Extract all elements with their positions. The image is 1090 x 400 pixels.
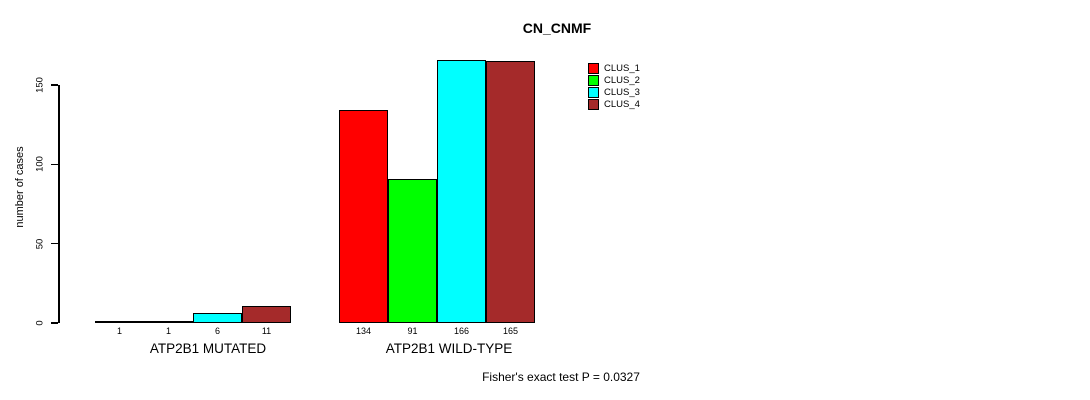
legend-label: CLUS_4 bbox=[604, 98, 640, 110]
y-axis-tick-label: 50 bbox=[34, 238, 46, 249]
y-axis-tick bbox=[51, 84, 58, 86]
y-axis-tick bbox=[51, 163, 58, 166]
bar-CLUS_1 bbox=[339, 110, 388, 323]
y-axis-tick-label: 150 bbox=[34, 77, 46, 93]
bar-CLUS_3 bbox=[437, 59, 486, 323]
bar-CLUS_1 bbox=[95, 321, 144, 324]
legend-label: CLUS_1 bbox=[604, 62, 640, 74]
legend-label: CLUS_2 bbox=[604, 74, 640, 86]
legend-item-CLUS_1: CLUS_1 bbox=[588, 62, 640, 74]
y-axis-tick-label: 0 bbox=[34, 320, 46, 326]
bar-value-label: 1 bbox=[116, 326, 123, 336]
bar-CLUS_2 bbox=[144, 321, 193, 324]
bar-CLUS_2 bbox=[388, 178, 437, 323]
legend-swatch-icon bbox=[588, 74, 599, 86]
legend-label: CLUS_3 bbox=[604, 86, 640, 98]
legend-swatch-icon bbox=[588, 98, 599, 110]
bar-value-label: 91 bbox=[407, 326, 418, 336]
bar-CLUS_4 bbox=[486, 61, 535, 323]
legend-swatch-icon bbox=[588, 86, 599, 98]
x-group-label: ATP2B1 MUTATED bbox=[149, 341, 267, 356]
legend-swatch-icon bbox=[588, 62, 599, 74]
bar-value-label: 134 bbox=[355, 326, 372, 336]
bar-CLUS_4 bbox=[242, 305, 291, 323]
bar-value-label: 166 bbox=[453, 326, 470, 336]
y-axis-tick bbox=[51, 322, 58, 324]
y-axis-tick-label: 100 bbox=[34, 156, 46, 173]
bar-value-label: 11 bbox=[261, 326, 272, 336]
bar-CLUS_3 bbox=[193, 313, 242, 323]
y-axis-tick bbox=[51, 242, 58, 245]
legend: CLUS_1 CLUS_2 CLUS_3 CLUS_4 bbox=[588, 62, 640, 110]
y-axis-line bbox=[58, 85, 60, 323]
x-group-label: ATP2B1 WILD-TYPE bbox=[385, 341, 513, 356]
bar-value-label: 6 bbox=[214, 326, 221, 336]
chart-title: CN_CNMF bbox=[522, 20, 592, 36]
legend-item-CLUS_4: CLUS_4 bbox=[588, 98, 640, 110]
legend-item-CLUS_2: CLUS_2 bbox=[588, 74, 640, 86]
y-axis-title: number of cases bbox=[14, 146, 26, 228]
bar-value-label: 165 bbox=[502, 326, 519, 336]
legend-item-CLUS_3: CLUS_3 bbox=[588, 86, 640, 98]
bar-value-label: 1 bbox=[165, 326, 172, 336]
fisher-test-annotation: Fisher's exact test P = 0.0327 bbox=[482, 370, 640, 384]
